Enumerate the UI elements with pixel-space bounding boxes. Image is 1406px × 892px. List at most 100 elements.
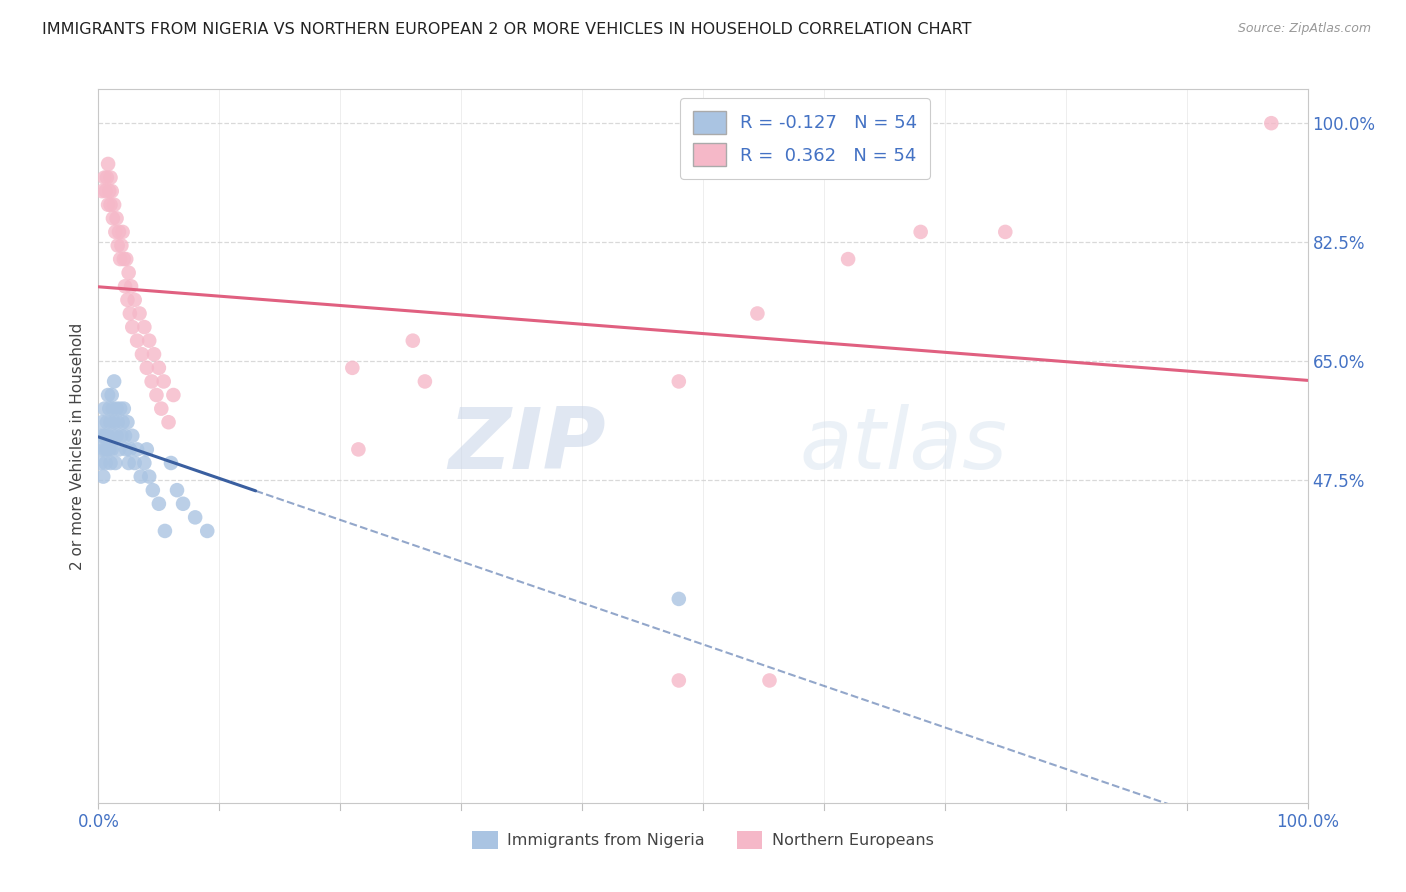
Point bbox=[110, 429, 132, 443]
Text: ZIP: ZIP bbox=[449, 404, 606, 488]
Point bbox=[747, 306, 769, 320]
Point bbox=[111, 225, 134, 239]
Point bbox=[112, 252, 135, 266]
Point bbox=[135, 442, 157, 457]
Legend: Immigrants from Nigeria, Northern Europeans: Immigrants from Nigeria, Northern Europe… bbox=[465, 824, 941, 855]
Point bbox=[100, 198, 122, 212]
Point bbox=[93, 401, 115, 416]
Point bbox=[94, 456, 117, 470]
Point bbox=[100, 184, 122, 198]
Point bbox=[101, 401, 124, 416]
Point bbox=[108, 401, 131, 416]
Point bbox=[97, 157, 120, 171]
Point bbox=[96, 442, 118, 457]
Point bbox=[91, 469, 114, 483]
Point bbox=[107, 415, 129, 429]
Point bbox=[97, 388, 120, 402]
Point bbox=[166, 483, 188, 498]
Point bbox=[104, 225, 127, 239]
Point bbox=[153, 524, 176, 538]
Text: atlas: atlas bbox=[800, 404, 1008, 488]
Point bbox=[93, 170, 115, 185]
Point bbox=[994, 225, 1017, 239]
Point bbox=[104, 456, 127, 470]
Point bbox=[152, 375, 174, 389]
Point bbox=[124, 456, 146, 470]
Point bbox=[101, 429, 124, 443]
Point bbox=[98, 401, 121, 416]
Point bbox=[758, 673, 780, 688]
Point bbox=[131, 347, 153, 361]
Point bbox=[101, 211, 124, 226]
Point bbox=[100, 415, 122, 429]
Point bbox=[127, 442, 149, 457]
Point bbox=[145, 388, 167, 402]
Point bbox=[837, 252, 859, 266]
Point bbox=[150, 401, 173, 416]
Point bbox=[118, 456, 141, 470]
Point bbox=[90, 456, 112, 470]
Point bbox=[89, 429, 111, 443]
Point bbox=[195, 524, 218, 538]
Point bbox=[121, 429, 143, 443]
Point bbox=[413, 375, 436, 389]
Point bbox=[115, 252, 138, 266]
Point bbox=[118, 442, 141, 457]
Point bbox=[148, 360, 170, 375]
Point bbox=[142, 483, 165, 498]
Point bbox=[162, 388, 184, 402]
Point bbox=[114, 429, 136, 443]
Point bbox=[98, 184, 121, 198]
Point bbox=[103, 198, 125, 212]
Point bbox=[100, 456, 122, 470]
Point bbox=[118, 306, 141, 320]
Point bbox=[138, 469, 160, 483]
Point bbox=[96, 170, 118, 185]
Point bbox=[668, 375, 690, 389]
Point bbox=[93, 442, 115, 457]
Point bbox=[134, 320, 156, 334]
Y-axis label: 2 or more Vehicles in Household: 2 or more Vehicles in Household bbox=[69, 322, 84, 570]
Point bbox=[103, 375, 125, 389]
Point bbox=[138, 334, 160, 348]
Point bbox=[105, 429, 128, 443]
Point bbox=[117, 415, 139, 429]
Point bbox=[100, 442, 122, 457]
Point bbox=[111, 415, 134, 429]
Point bbox=[124, 293, 146, 307]
Text: IMMIGRANTS FROM NIGERIA VS NORTHERN EUROPEAN 2 OR MORE VEHICLES IN HOUSEHOLD COR: IMMIGRANTS FROM NIGERIA VS NORTHERN EURO… bbox=[42, 22, 972, 37]
Point bbox=[91, 442, 114, 457]
Point bbox=[1260, 116, 1282, 130]
Point bbox=[342, 360, 364, 375]
Point bbox=[97, 429, 120, 443]
Point bbox=[108, 442, 131, 457]
Point bbox=[157, 415, 180, 429]
Point bbox=[148, 497, 170, 511]
Point bbox=[910, 225, 932, 239]
Point bbox=[135, 360, 157, 375]
Point bbox=[97, 198, 120, 212]
Text: Source: ZipAtlas.com: Source: ZipAtlas.com bbox=[1237, 22, 1371, 36]
Point bbox=[402, 334, 425, 348]
Point bbox=[127, 334, 149, 348]
Point bbox=[172, 497, 194, 511]
Point bbox=[91, 415, 114, 429]
Point bbox=[120, 279, 142, 293]
Point bbox=[118, 266, 141, 280]
Point bbox=[105, 401, 128, 416]
Point bbox=[100, 170, 122, 185]
Point bbox=[103, 415, 125, 429]
Point bbox=[347, 442, 370, 457]
Point bbox=[141, 375, 163, 389]
Point bbox=[110, 238, 132, 252]
Point bbox=[98, 442, 121, 457]
Point bbox=[114, 279, 136, 293]
Point bbox=[184, 510, 207, 524]
Point bbox=[115, 442, 138, 457]
Point bbox=[91, 184, 114, 198]
Point bbox=[94, 184, 117, 198]
Point bbox=[108, 252, 131, 266]
Point bbox=[112, 401, 135, 416]
Point bbox=[107, 238, 129, 252]
Point bbox=[100, 388, 122, 402]
